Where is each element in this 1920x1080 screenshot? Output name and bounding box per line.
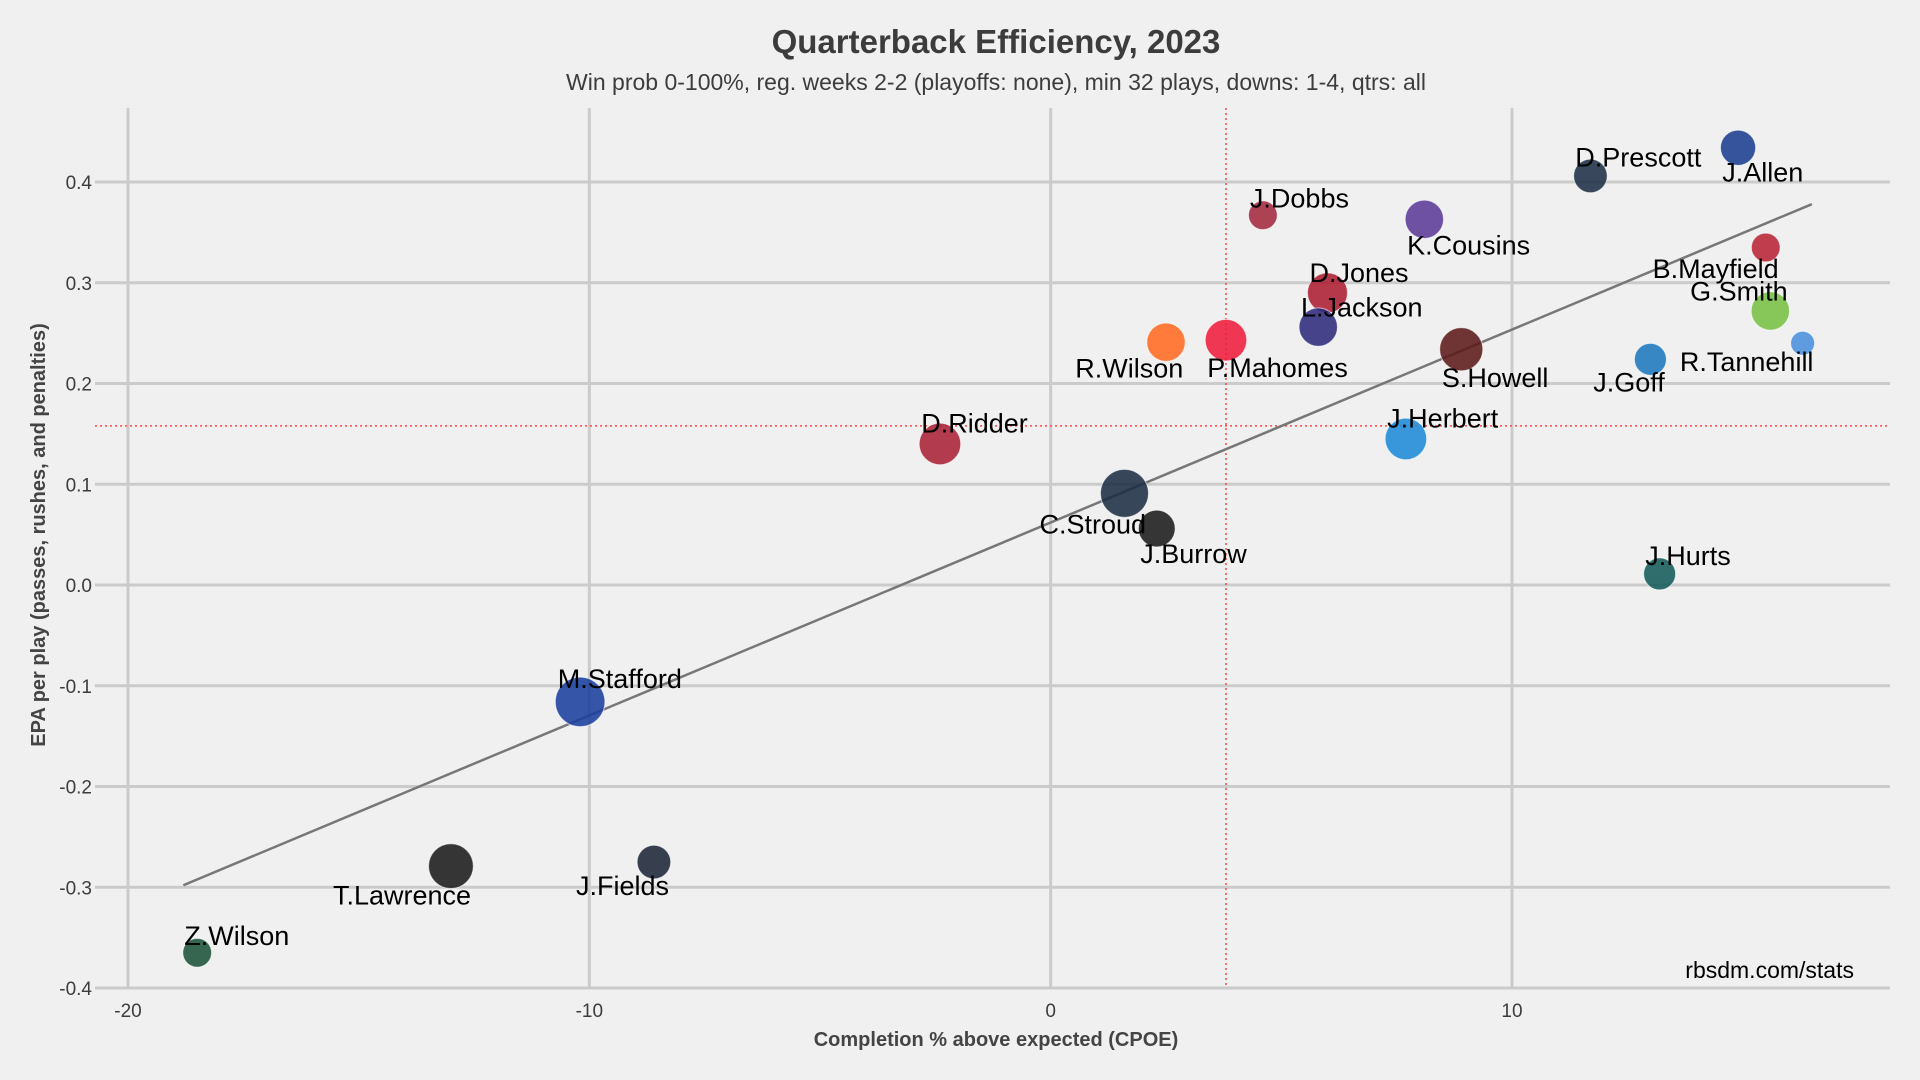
y-tick-label: -0.1 <box>59 677 92 698</box>
point-j-dobbs <box>1247 200 1278 231</box>
point-label: C.Stroud <box>1040 509 1147 539</box>
point-label: J.Burrow <box>1140 539 1247 569</box>
point-label: J.Goff <box>1593 367 1665 397</box>
point-label: J.Fields <box>576 871 669 901</box>
point-label: T.Lawrence <box>333 880 471 910</box>
point-j-allen <box>1719 129 1757 166</box>
y-tick-label: -0.3 <box>59 878 92 899</box>
point-b-mayfield <box>1750 232 1781 263</box>
point-label: R.Tannehill <box>1680 347 1814 377</box>
point-label: D.Ridder <box>921 409 1028 439</box>
x-axis-label: Completion % above expected (CPOE) <box>814 1029 1179 1051</box>
y-axis-label: EPA per play (passes, rushes, and penalt… <box>28 323 50 747</box>
data-points <box>182 129 1816 968</box>
y-tick-label: 0.0 <box>66 576 92 597</box>
point-k-cousins <box>1404 199 1445 239</box>
point-label: J.Hurts <box>1645 541 1731 571</box>
y-tick-label: -0.2 <box>59 778 92 799</box>
point-j-herbert <box>1384 417 1428 461</box>
point-label: D.Prescott <box>1575 143 1702 173</box>
point-g-smith <box>1750 291 1791 331</box>
point-j-fields <box>636 844 672 880</box>
point-label: S.Howell <box>1442 363 1549 393</box>
point-s-howell <box>1439 327 1484 372</box>
trend-line-group <box>182 203 1813 887</box>
x-tick-label: -10 <box>576 1001 603 1022</box>
point-j-burrow <box>1137 509 1176 548</box>
point-j-hurts <box>1643 557 1677 591</box>
y-tick-label: -0.4 <box>59 979 92 1000</box>
point-d-ridder <box>918 422 962 466</box>
point-label: J.Allen <box>1722 157 1803 187</box>
point-r-tannehill <box>1790 330 1816 356</box>
point-labels: J.Allen D.Prescott J.Dobbs K.Cousins B.Mayfi… <box>184 143 1813 951</box>
point-label: P.Mahomes <box>1207 353 1348 383</box>
point-d-prescott <box>1573 158 1608 194</box>
point-t-lawrence <box>428 843 474 889</box>
y-tick-label: 0.2 <box>66 375 92 396</box>
tick-labels: -20 -10 0 10 -0.4 -0.3 -0.2 -0.1 0.0 0.1 0.2 0.3 0.4 <box>59 173 1522 1022</box>
credit-text: rbsdm.com/stats <box>1685 957 1854 983</box>
point-label: L.Jackson <box>1301 293 1423 323</box>
trend-line <box>182 203 1813 887</box>
point-c-stroud <box>1099 468 1149 518</box>
point-label: G.Smith <box>1690 276 1788 306</box>
point-l-jackson <box>1298 307 1338 347</box>
point-label: Z.Wilson <box>184 921 289 951</box>
point-label: J.Dobbs <box>1250 183 1349 213</box>
point-j-goff <box>1633 342 1667 376</box>
point-label: B.Mayfield <box>1653 254 1779 284</box>
mean-reference-lines <box>95 108 1890 988</box>
point-z-wilson <box>182 937 213 968</box>
x-tick-label: -20 <box>114 1001 141 1022</box>
point-m-stafford <box>554 676 606 728</box>
chart-subtitle: Win prob 0-100%, reg. weeks 2-2 (playoff… <box>566 69 1426 95</box>
point-label: M.Stafford <box>558 664 682 694</box>
point-r-wilson <box>1146 322 1186 362</box>
y-tick-label: 0.1 <box>66 475 92 496</box>
point-label: K.Cousins <box>1407 230 1530 260</box>
point-p-mahomes <box>1204 318 1248 362</box>
x-tick-label: 0 <box>1045 1001 1056 1022</box>
grid <box>95 108 1890 990</box>
point-label: R.Wilson <box>1075 353 1183 383</box>
point-label: J.Herbert <box>1387 403 1499 433</box>
point-label: D.Jones <box>1309 258 1408 288</box>
chart-title: Quarterback Efficiency, 2023 <box>772 23 1221 60</box>
y-tick-label: 0.3 <box>66 274 92 295</box>
x-tick-label: 10 <box>1501 1001 1522 1022</box>
y-tick-label: 0.4 <box>66 173 93 194</box>
